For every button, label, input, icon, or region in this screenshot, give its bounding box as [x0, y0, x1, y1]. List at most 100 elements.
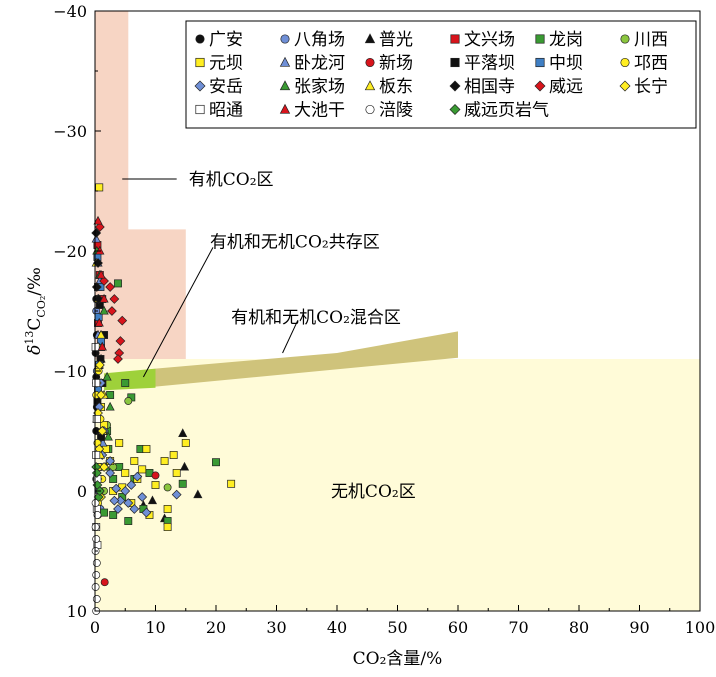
point-8-0 — [100, 578, 109, 587]
legend-marker-0 — [195, 34, 205, 44]
point-12-11 — [141, 507, 152, 518]
legend-marker-12 — [194, 80, 206, 92]
point-4-11 — [109, 475, 118, 483]
point-12-15 — [171, 489, 182, 500]
legend-marker-16 — [534, 80, 546, 92]
y-tick-label-1: −30 — [53, 122, 87, 141]
point-20-4 — [92, 571, 101, 579]
legend-marker-15 — [449, 80, 461, 92]
legend-marker-6 — [195, 57, 205, 68]
legend-label-14: 板东 — [379, 77, 413, 97]
annotation-organic: 有机CO₂区 — [189, 170, 274, 190]
point-19-1 — [95, 245, 105, 255]
point-20-1 — [92, 535, 101, 543]
legend-marker-9 — [450, 57, 460, 68]
legend-label-9: 平落坝 — [464, 54, 515, 74]
point-5-4 — [163, 483, 172, 492]
point-6-2 — [181, 439, 190, 447]
point-4-9 — [109, 511, 118, 519]
point-16-4 — [115, 336, 126, 346]
point-12-12 — [109, 495, 120, 506]
point-12-17 — [113, 504, 123, 514]
legend-label-19: 大池干 — [294, 101, 345, 121]
point-4-0 — [114, 279, 122, 288]
y-tick-label-3: −10 — [53, 362, 87, 381]
legend-marker-3 — [450, 34, 460, 44]
x-tick-label-9: 90 — [629, 618, 649, 637]
annotation-line-coexist — [142, 247, 214, 378]
point-2-2 — [179, 461, 190, 471]
x-axis-ticks: 0 10 20 30 40 50 60 70 80 90 100 — [90, 605, 715, 637]
region-0 — [95, 11, 186, 359]
point-21-3 — [91, 468, 102, 478]
legend-label-4: 龙岗 — [549, 30, 583, 50]
point-20-6 — [92, 595, 101, 603]
legend-label-13: 张家场 — [294, 77, 345, 97]
x-tick-label-10: 100 — [685, 618, 716, 637]
x-tick-label-7: 70 — [508, 618, 528, 637]
point-12-5 — [105, 468, 116, 478]
point-6-1 — [227, 479, 236, 488]
point-12-9 — [129, 504, 140, 514]
point-4-1 — [121, 379, 130, 387]
y-tick-label-2: −20 — [53, 242, 87, 261]
y-axis-label: δ13CCO₂/‰ — [23, 267, 48, 355]
point-2-1 — [193, 489, 203, 499]
y-tick-label-0: −40 — [53, 2, 87, 21]
point-16-3 — [109, 294, 120, 304]
point-16-2 — [113, 354, 123, 364]
region-2 — [155, 331, 458, 387]
point-6-3 — [169, 451, 178, 459]
x-tick-label-1: 10 — [145, 618, 165, 637]
legend-label-11: 邛西 — [634, 54, 668, 74]
y-label-sub: CO₂ — [35, 296, 48, 318]
point-18-2 — [92, 415, 101, 423]
x-tick-label-6: 60 — [448, 618, 468, 637]
point-12-10 — [137, 492, 148, 502]
y-label-unit: /‰ — [25, 267, 45, 296]
point-2-5 — [147, 495, 158, 505]
legend-marker-4 — [535, 34, 545, 44]
point-6-5 — [151, 481, 160, 489]
point-4-6 — [178, 479, 187, 488]
point-17-3 — [96, 390, 106, 400]
legend-marker-21 — [449, 104, 461, 115]
legend-marker-20 — [365, 104, 375, 115]
point-16-6 — [99, 276, 109, 286]
y-tick-label-4: 0 — [77, 482, 87, 501]
legend-marker-8 — [365, 57, 375, 68]
point-19-3 — [99, 293, 109, 303]
point-17-5 — [97, 426, 108, 436]
point-6-8 — [115, 439, 124, 447]
point-6-22 — [163, 505, 172, 513]
point-19-2 — [96, 269, 106, 279]
point-14-2 — [96, 329, 106, 339]
point-17-7 — [99, 462, 109, 472]
legend-marker-17 — [619, 80, 631, 92]
point-6-23 — [142, 445, 151, 453]
legend-label-20: 涪陵 — [379, 101, 413, 121]
legend-label-17: 长宁 — [634, 77, 668, 97]
legend-marker-10 — [535, 57, 545, 68]
point-18-1 — [92, 379, 101, 387]
region-3 — [104, 368, 156, 391]
point-12-18 — [126, 480, 137, 490]
point-4-5 — [212, 458, 220, 467]
point-13-2 — [99, 305, 109, 315]
point-20-5 — [91, 583, 100, 591]
point-16-5 — [105, 282, 116, 292]
point-6-4 — [172, 469, 181, 477]
point-6-0 — [95, 183, 104, 192]
point-19-5 — [97, 341, 107, 351]
legend-marker-5 — [620, 34, 630, 44]
annotation-line-mixed — [282, 320, 299, 354]
legend-label-5: 川西 — [634, 30, 668, 50]
x-tick-label-5: 50 — [387, 618, 407, 637]
point-8-4 — [151, 471, 160, 480]
point-6-16 — [163, 523, 172, 531]
legend-marker-1 — [280, 34, 290, 44]
y-label-c: C — [25, 318, 45, 331]
point-6-19 — [130, 457, 139, 465]
y-tick-label-5: 10 — [67, 602, 87, 621]
